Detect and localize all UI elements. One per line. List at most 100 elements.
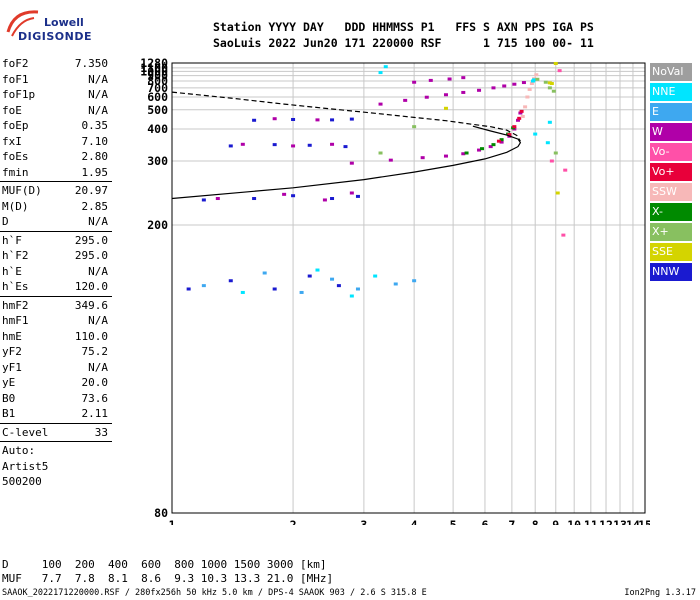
param-label: hmF1 <box>2 314 29 327</box>
y-tick-label: 600 <box>147 90 168 104</box>
param-row: foF2 7.350 <box>0 56 112 72</box>
distance-label: D <box>2 558 9 571</box>
param-label: foEs <box>2 150 29 163</box>
x-tick-label: 2 <box>290 518 297 525</box>
echo-point <box>549 82 554 86</box>
param-value: N/A <box>88 314 108 327</box>
x-tick-label: 5 <box>450 518 457 525</box>
y-tick-label: 800 <box>147 74 168 88</box>
echo-point <box>477 148 482 152</box>
echo-point <box>291 194 296 198</box>
param-label: h`Es <box>2 280 29 293</box>
param-label: yE <box>2 376 16 389</box>
echo-point <box>315 118 320 122</box>
echo-point <box>518 111 523 115</box>
echo-point <box>563 168 568 172</box>
x-tick-label: 8 <box>532 518 539 525</box>
param-value: 110.0 <box>74 329 108 343</box>
param-row: foEp 0.35 <box>0 118 112 134</box>
echo-point <box>561 233 566 237</box>
param-value: 7.350 <box>74 57 108 70</box>
legend-item: X- <box>650 203 692 221</box>
echo-point <box>349 191 354 195</box>
param-label: fmin <box>2 165 29 179</box>
echo-point <box>412 80 417 84</box>
echo-point <box>282 192 287 196</box>
param-value: 0.35 <box>81 119 109 132</box>
param-value: 2.85 <box>81 199 109 213</box>
param-value: N/A <box>88 264 108 278</box>
param-label: h`E <box>2 264 22 278</box>
param-row: M(D) 2.85 <box>0 199 112 215</box>
echo-point <box>525 95 530 99</box>
y-tick-label: 200 <box>147 218 168 232</box>
param-separator <box>0 295 112 297</box>
plot-border <box>171 62 646 514</box>
param-label: hmE <box>2 329 22 343</box>
param-row: yE 20.0 <box>0 375 112 391</box>
echo-point <box>378 102 383 106</box>
echo-point <box>403 98 408 102</box>
dashed-profile-curve <box>171 91 521 142</box>
param-row: C-level 33 <box>0 425 112 441</box>
echo-point <box>512 125 517 129</box>
echo-point <box>516 118 521 122</box>
y-tick-label: 700 <box>147 81 168 95</box>
echo-point <box>547 120 552 124</box>
legend-item: Vo- <box>650 143 692 161</box>
distance-row: D 100 200 400 600 800 1000 1500 3000 [km… <box>2 558 333 572</box>
echo-point <box>215 197 220 201</box>
x-tick-label: 11 <box>584 518 598 525</box>
logo-swoosh-icon <box>6 10 39 37</box>
x-tick-label: 9 <box>552 518 559 525</box>
echo-point <box>315 268 320 272</box>
echo-point <box>461 152 466 156</box>
distance-muf-table: D 100 200 400 600 800 1000 1500 3000 [km… <box>2 558 333 586</box>
echo-point <box>502 84 507 88</box>
x-tick-label: 12 <box>599 518 613 525</box>
legend-item: X+ <box>650 223 692 241</box>
param-row: MUF(D) 20.97 <box>0 183 112 199</box>
param-row: B0 73.6 <box>0 391 112 407</box>
echo-point <box>240 142 245 146</box>
echo-point <box>291 144 296 148</box>
echo-point <box>491 143 496 147</box>
param-label: foE <box>2 103 22 117</box>
y-tick-label: 500 <box>147 103 168 117</box>
param-row: hmF2 349.6 <box>0 298 112 314</box>
echo-point <box>252 197 257 201</box>
param-value: 295.0 <box>74 249 108 262</box>
auto-scaling-text: 500200 <box>2 475 42 488</box>
lowell-digisonde-logo: Lowell DIGISONDE <box>4 6 91 43</box>
echo-point <box>355 287 360 291</box>
echo-point <box>461 76 466 80</box>
echo-point <box>545 141 550 145</box>
param-label: C-level <box>2 425 49 439</box>
echo-point <box>272 287 277 291</box>
param-value: 2.11 <box>81 407 109 420</box>
param-row: hmF1 N/A <box>0 313 112 329</box>
muf-label: MUF <box>2 572 22 585</box>
header-line-2: SaoLuis 2022 Jun20 171 220000 RSF 1 715 … <box>213 36 594 50</box>
legend-item: E <box>650 103 692 121</box>
param-row: h`F2 295.0 <box>0 248 112 264</box>
echo-point <box>299 290 304 294</box>
y-tick-label: 1100 <box>140 61 168 75</box>
param-row: h`Es 120.0 <box>0 279 112 295</box>
legend-item: Vo+ <box>650 163 692 181</box>
y-tick-label: 1000 <box>140 64 168 78</box>
x-tick-label: 4 <box>411 518 418 525</box>
echo-point <box>499 140 504 144</box>
param-value: 295.0 <box>74 233 108 247</box>
echo-point <box>557 69 562 73</box>
x-tick-label: 14 <box>626 518 640 525</box>
echo-point <box>349 117 354 121</box>
auto-scaling-text: Auto: <box>2 444 36 457</box>
legend-item: W <box>650 123 692 141</box>
echo-point <box>240 290 245 294</box>
param-row: foEs 2.80 <box>0 149 112 165</box>
echo-point <box>499 138 504 142</box>
echo-point <box>533 132 538 136</box>
param-value: 120.0 <box>74 280 108 293</box>
y-tick-label: 900 <box>147 69 168 83</box>
